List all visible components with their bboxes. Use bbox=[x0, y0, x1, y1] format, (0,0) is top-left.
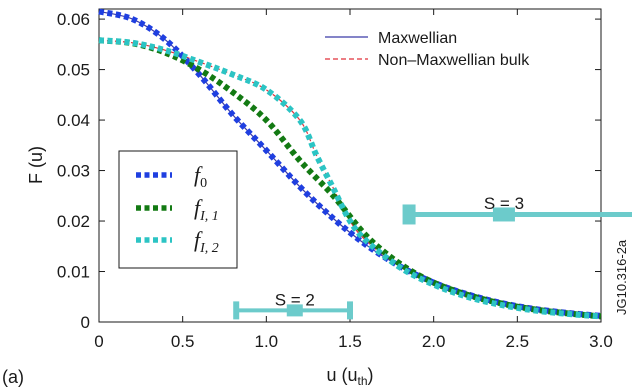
series-lines bbox=[98, 8, 602, 320]
series-line-fI2 bbox=[98, 37, 602, 320]
y-axis-title: F (u) bbox=[26, 146, 46, 184]
legend-label-f0: f0 bbox=[194, 162, 207, 191]
side-label: JG10.316-2a bbox=[614, 239, 629, 315]
legend-left: f0 fI, 1 fI, 2 bbox=[118, 150, 238, 269]
legend-top-right: Maxwellian Non–Maxwellian bulk bbox=[325, 30, 530, 69]
y-tick-label: 0.02 bbox=[57, 212, 90, 231]
x-tick-label: 0 bbox=[94, 332, 103, 351]
annotation-bar-s2-cap-left bbox=[233, 301, 240, 320]
annotation-bar-s3-cap-left bbox=[402, 204, 416, 225]
y-tick-label: 0.04 bbox=[57, 111, 90, 130]
legend-label-fI2: fI, 2 bbox=[194, 227, 219, 256]
x-tick-label: 0.5 bbox=[171, 332, 195, 351]
annotation-bars bbox=[233, 204, 632, 320]
x-tick-label: 2.5 bbox=[506, 332, 530, 351]
legend-label-maxwellian: Maxwellian bbox=[378, 30, 457, 47]
legend-label-fI1: fI, 1 bbox=[194, 195, 219, 224]
axes: 0 0.5 1.0 1.5 2.0 2.5 3.0 0 0.01 0.02 0.03 0.04 0.05… bbox=[57, 9, 613, 351]
panel-label: (a) bbox=[2, 367, 24, 387]
x-tick-label: 1.0 bbox=[255, 332, 279, 351]
y-tick-label: 0.03 bbox=[57, 162, 90, 181]
x-tick-label: 3.0 bbox=[589, 332, 613, 351]
annotation-s3-label: S = 3 bbox=[484, 194, 524, 213]
y-tick-label: 0.05 bbox=[57, 61, 90, 80]
y-tick-label: 0.06 bbox=[57, 10, 90, 29]
x-tick-label: 2.0 bbox=[422, 332, 446, 351]
annotation-s2-label: S = 2 bbox=[275, 290, 315, 309]
annotation-bar-s2-cap-right bbox=[347, 301, 353, 320]
x-axis-title: u (uth) bbox=[326, 365, 373, 388]
annotation-bar-s3-center bbox=[492, 207, 515, 222]
x-tick-label: 1.5 bbox=[338, 332, 362, 351]
annotation-bar-s2-center bbox=[286, 304, 303, 317]
legend-label-non-maxwellian: Non–Maxwellian bulk bbox=[378, 52, 530, 69]
y-tick-label: 0 bbox=[81, 313, 90, 332]
y-tick-label: 0.01 bbox=[57, 263, 90, 282]
